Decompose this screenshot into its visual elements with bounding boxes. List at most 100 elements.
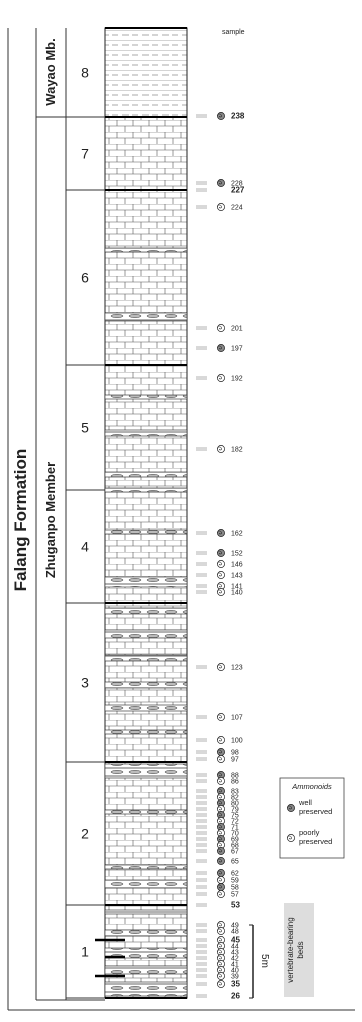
sample-number: 83 <box>231 789 239 796</box>
ammonoid-spiral <box>217 737 222 742</box>
sample-number: 72 <box>231 819 239 826</box>
ammonoid-icon <box>287 804 295 812</box>
sample-number: 141 <box>231 584 243 591</box>
ammonoid-spiral <box>217 113 222 118</box>
ammonoid-spiral <box>217 800 222 805</box>
ammonoid-spiral <box>217 812 222 817</box>
ammonoid-icon <box>217 829 225 837</box>
ammonoid-spiral <box>217 788 222 793</box>
nodular-bed <box>104 864 188 870</box>
sample-number: 57 <box>231 892 239 899</box>
sample-number: 58 <box>231 885 239 892</box>
sample-number: 67 <box>231 849 239 856</box>
sample-number: 26 <box>231 992 240 1001</box>
ammonoid-icon <box>217 588 225 596</box>
ammonoid-icon <box>217 960 225 968</box>
ammonoid-spiral <box>217 870 222 875</box>
ammonoid-shell <box>217 663 225 671</box>
ammonoid-spiral <box>217 830 222 835</box>
sample-number: 35 <box>231 980 240 989</box>
nodular-bed <box>104 909 188 915</box>
sample-number: 86 <box>231 779 239 786</box>
ammonoid-shell <box>217 374 225 382</box>
legend-label: preserved <box>299 837 332 846</box>
nodular-bed <box>104 879 188 889</box>
unit-number: 6 <box>81 270 89 286</box>
ammonoid-icon <box>217 713 225 721</box>
ammonoid-icon <box>217 663 225 671</box>
nodular-bed <box>104 704 188 712</box>
legend-label: poorly <box>299 828 320 837</box>
sample-number: 42 <box>231 956 239 963</box>
ammonoid-spiral <box>217 772 222 777</box>
ammonoid-spiral <box>217 842 222 847</box>
ammonoid-shell <box>217 529 225 537</box>
ammonoid-spiral <box>217 943 222 948</box>
sample-number: 107 <box>231 715 243 722</box>
sample-number: 82 <box>231 795 239 802</box>
sample-number: 71 <box>231 825 239 832</box>
ammonoid-spiral <box>217 325 222 330</box>
nodular-bed <box>104 981 188 997</box>
nodular-bed <box>104 576 188 588</box>
nodular-bed <box>104 629 188 639</box>
sample-number: 45 <box>231 936 240 945</box>
lithology-unit <box>104 364 188 491</box>
sample-number: 49 <box>231 923 239 930</box>
ammonoid-spiral <box>217 884 222 889</box>
sample-number: 62 <box>231 871 239 878</box>
vertebrate-bed-label: vertebrate-bearing <box>286 917 295 982</box>
ammonoid-spiral <box>217 949 222 954</box>
nodular-bed <box>104 729 188 735</box>
ammonoid-spiral <box>217 836 222 841</box>
ammonoid-icon <box>287 834 295 842</box>
ammonoid-icon <box>217 869 225 877</box>
nodular-bed <box>104 529 188 535</box>
ammonoid-spiral <box>287 835 292 840</box>
ammonoid-icon <box>217 344 225 352</box>
sample-number: 40 <box>231 968 239 975</box>
sample-number: 182 <box>231 447 243 454</box>
ammonoid-icon <box>217 324 225 332</box>
sample-number: 140 <box>231 590 243 597</box>
ammonoid-spiral <box>217 967 222 972</box>
sample-number: 238 <box>231 112 245 121</box>
sample-number: 59 <box>231 878 239 885</box>
ammonoid-spiral <box>217 589 222 594</box>
sample-number: 43 <box>231 950 239 957</box>
sample-number: 69 <box>231 837 239 844</box>
ammonoid-icon <box>217 876 225 884</box>
sample-number: 44 <box>231 944 239 951</box>
nodular-bed <box>104 471 188 478</box>
ammonoid-spiral <box>217 981 222 986</box>
vertebrate-bed-label: beds <box>296 941 305 958</box>
ammonoid-shell <box>217 445 225 453</box>
ammonoid-icon <box>217 445 225 453</box>
ammonoid-icon <box>217 847 225 855</box>
ammonoid-icon <box>217 374 225 382</box>
ammonoid-shell <box>217 876 225 884</box>
legend-label: preserved <box>299 807 332 816</box>
ammonoid-spiral <box>217 877 222 882</box>
sample-number: 143 <box>231 573 243 580</box>
sample-number: 39 <box>231 974 239 981</box>
ammonoid-icon <box>217 972 225 980</box>
sample-number: 192 <box>231 376 243 383</box>
nodular-bed <box>104 681 188 689</box>
ammonoid-shell <box>217 869 225 877</box>
nodular-bed <box>104 487 188 493</box>
lithology-unit <box>104 27 188 118</box>
ammonoid-icon <box>217 755 225 763</box>
sample-number: 80 <box>231 801 239 808</box>
ammonoid-shell <box>217 755 225 763</box>
ammonoid-icon <box>217 571 225 579</box>
ammonoid-spiral <box>217 973 222 978</box>
member-name: Zhuganpo Member <box>43 462 58 578</box>
sample-number: 227 <box>231 186 245 195</box>
nodular-bed <box>104 607 188 615</box>
nodular-bed <box>104 312 188 322</box>
ammonoid-spiral <box>217 756 222 761</box>
ammonoid-icon <box>217 112 225 120</box>
ammonoid-icon <box>217 890 225 898</box>
